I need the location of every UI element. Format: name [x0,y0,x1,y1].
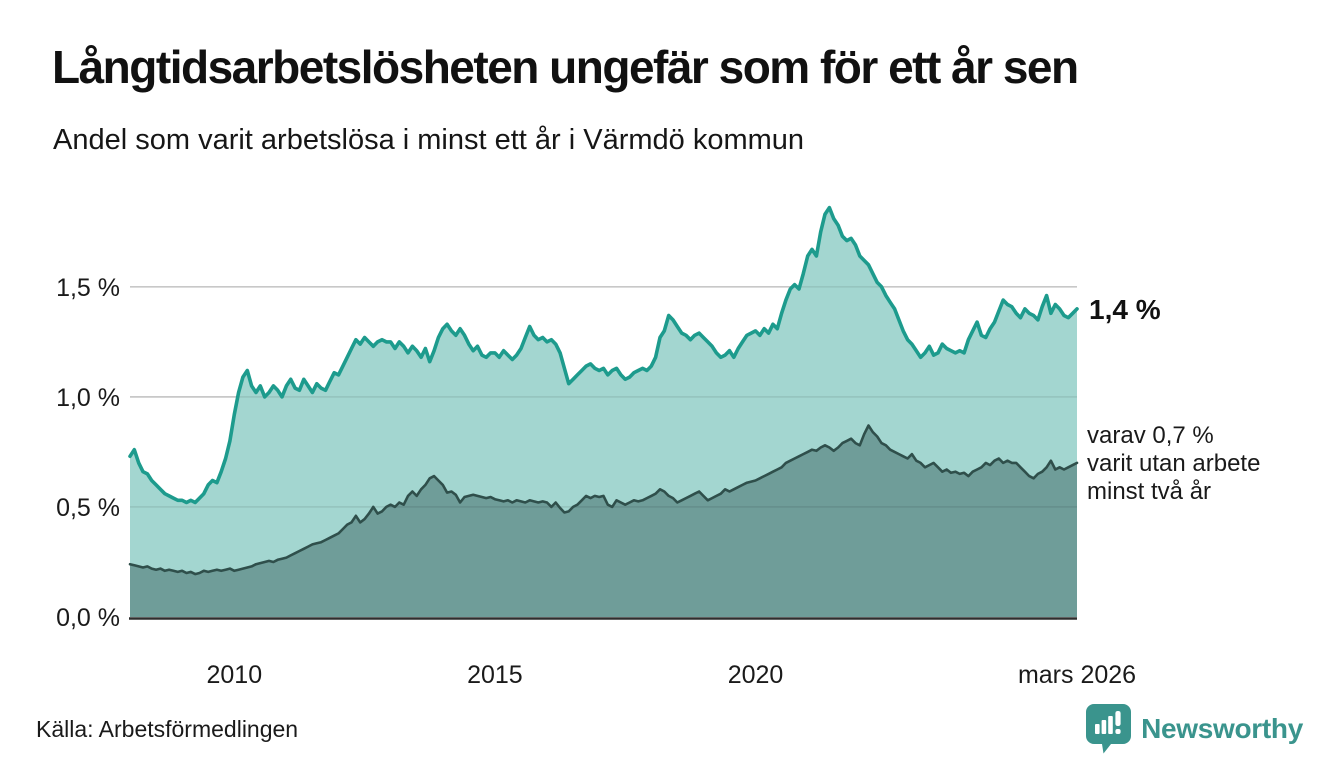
secondary-annotation-line: minst två år [1087,478,1211,505]
brand-name: Newsworthy [1141,712,1303,744]
line-secondary [128,424,1079,576]
x-tick-label: 2015 [467,661,523,689]
x-tick-label: 2010 [206,661,262,689]
area-secondary [130,425,1077,617]
secondary-annotation-line: varit utan arbete [1087,450,1260,477]
y-tick-label: 1,0 % [56,384,120,412]
secondary-annotation-line: varav 0,7 % [1087,422,1214,449]
page-title: Långtidsarbetslösheten ungefär som för e… [52,41,1079,93]
newsworthy-logo-icon [1085,703,1132,754]
y-tick-label: 0,0 % [56,604,120,632]
y-tick-label: 1,5 % [56,274,120,302]
x-tick-label: mars 2026 [1018,661,1136,689]
end-value-annotation: 1,4 % [1089,294,1161,325]
page-subtitle: Andel som varit arbetslösa i minst ett å… [53,124,805,156]
x-tick-label: 2020 [728,661,784,689]
y-tick-label: 0,5 % [56,494,120,522]
brand-lockup: Newsworthy [1085,703,1303,754]
line-primary [128,205,1079,505]
source-note: Källa: Arbetsförmedlingen [36,716,299,742]
